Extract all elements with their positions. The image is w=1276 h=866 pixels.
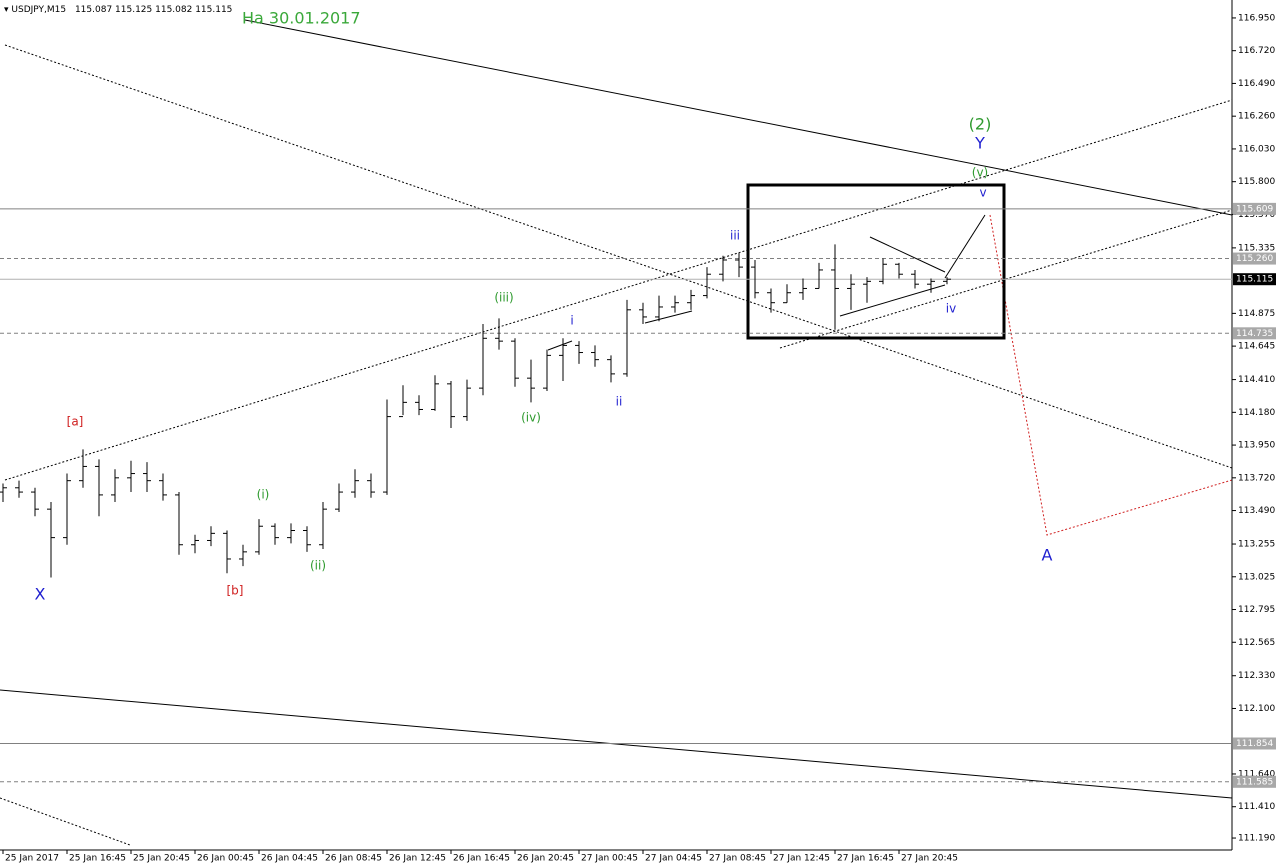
- x-tick-label: 27 Jan 04:45: [645, 854, 702, 864]
- level-box: [1233, 775, 1276, 788]
- level-label: 111.854: [1236, 739, 1273, 749]
- channel-line: [0, 797, 131, 846]
- header-value: 115.125: [112, 5, 152, 15]
- wave-label: [b]: [227, 584, 244, 598]
- level-box: [1233, 202, 1276, 215]
- trend-line: [244, 19, 1233, 216]
- y-tick-label: 112.100: [1238, 704, 1275, 714]
- x-tick-label: 26 Jan 12:45: [389, 854, 446, 864]
- y-tick-label: 111.640: [1238, 769, 1275, 779]
- y-tick-label: 113.950: [1238, 441, 1275, 451]
- y-tick-label: 116.720: [1238, 46, 1275, 56]
- level-label: 111.585: [1236, 777, 1273, 787]
- y-tick-label: 112.565: [1238, 638, 1275, 648]
- y-tick-label: 112.330: [1238, 671, 1275, 681]
- level-box: [1233, 327, 1276, 340]
- x-tick-label: 26 Jan 00:45: [197, 854, 254, 864]
- channel-line: [4, 44, 1233, 469]
- y-tick-label: 114.180: [1238, 408, 1275, 418]
- y-tick-label: 116.490: [1238, 79, 1275, 89]
- y-tick-label: 115.570: [1238, 210, 1275, 220]
- level-label: 115.260: [1236, 254, 1273, 264]
- x-tick-label: 27 Jan 08:45: [709, 854, 766, 864]
- wave-label: X: [35, 585, 46, 604]
- projection-line: [944, 214, 986, 279]
- wave-label: iii: [730, 229, 740, 243]
- header-value: 115.082: [152, 5, 192, 15]
- wave-label: iv: [946, 302, 956, 316]
- y-tick-label: 115.335: [1238, 243, 1275, 253]
- wave-label: (v): [972, 166, 988, 180]
- y-tick-label: 113.255: [1238, 540, 1275, 550]
- x-tick-label: 26 Jan 16:45: [453, 854, 510, 864]
- y-tick-label: 111.410: [1238, 802, 1275, 812]
- x-tick-label: 25 Jan 16:45: [69, 854, 126, 864]
- triangle-line: [839, 284, 946, 317]
- arrow: ▾: [4, 5, 11, 15]
- x-tick-label: 27 Jan 20:45: [901, 854, 958, 864]
- x-tick-label: 26 Jan 08:45: [325, 854, 382, 864]
- wave-label: (iv): [521, 411, 541, 425]
- wave-label: v: [979, 186, 986, 200]
- y-tick-label: 114.410: [1238, 375, 1275, 385]
- triangle-line: [644, 310, 693, 324]
- wave-label: [a]: [67, 415, 84, 429]
- x-tick-label: 25 Jan 2017: [5, 854, 59, 864]
- x-tick-label: 27 Jan 12:45: [773, 854, 830, 864]
- y-tick-label: 111.190: [1238, 834, 1275, 844]
- level-box: [1233, 737, 1276, 750]
- y-tick-label: 113.720: [1238, 473, 1275, 483]
- x-tick-label: 27 Jan 00:45: [581, 854, 638, 864]
- wave-label: i: [570, 314, 573, 328]
- y-tick-label: 116.030: [1238, 144, 1275, 154]
- title: USDJPY,M15: [11, 5, 66, 15]
- wave-label: Y: [974, 134, 985, 153]
- triangle-line: [547, 340, 573, 351]
- triangle-line: [869, 236, 946, 273]
- focus-box: [746, 183, 1006, 340]
- wave-label: (ii): [310, 559, 326, 573]
- annotation: На 30.01.2017: [242, 9, 361, 28]
- y-tick-label: 114.645: [1238, 342, 1275, 352]
- x-tick-label: 26 Jan 20:45: [517, 854, 574, 864]
- header-value: 115.087: [72, 5, 112, 15]
- y-tick-label: 116.950: [1238, 13, 1275, 23]
- wave-label: (2): [969, 115, 992, 134]
- x-tick-label: 27 Jan 16:45: [837, 854, 894, 864]
- header-value: 115.115: [192, 5, 232, 15]
- x-tick-label: 26 Jan 04:45: [261, 854, 318, 864]
- y-tick-label: 115.800: [1238, 177, 1275, 187]
- y-tick-label: 113.490: [1238, 506, 1275, 516]
- level-label: 114.735: [1236, 329, 1273, 339]
- level-label: 115.609: [1236, 204, 1273, 214]
- symbol-title: ▾ USDJPY,M15 115.087 115.125 115.082 115…: [4, 5, 232, 15]
- projection-line: [989, 214, 1233, 536]
- y-tick-label: 114.875: [1238, 309, 1275, 319]
- wave-label: (iii): [494, 291, 513, 305]
- y-tick-label: 113.025: [1238, 572, 1275, 582]
- level-box: [1233, 273, 1276, 286]
- y-tick-label: 116.260: [1238, 112, 1275, 122]
- wave-label: A: [1042, 546, 1053, 565]
- y-tick-label: 112.795: [1238, 605, 1275, 615]
- wave-label: ii: [616, 395, 623, 409]
- level-label: 115.115: [1236, 275, 1273, 285]
- level-box: [1233, 252, 1276, 265]
- x-tick-label: 25 Jan 20:45: [133, 854, 190, 864]
- wave-label: (i): [257, 488, 270, 502]
